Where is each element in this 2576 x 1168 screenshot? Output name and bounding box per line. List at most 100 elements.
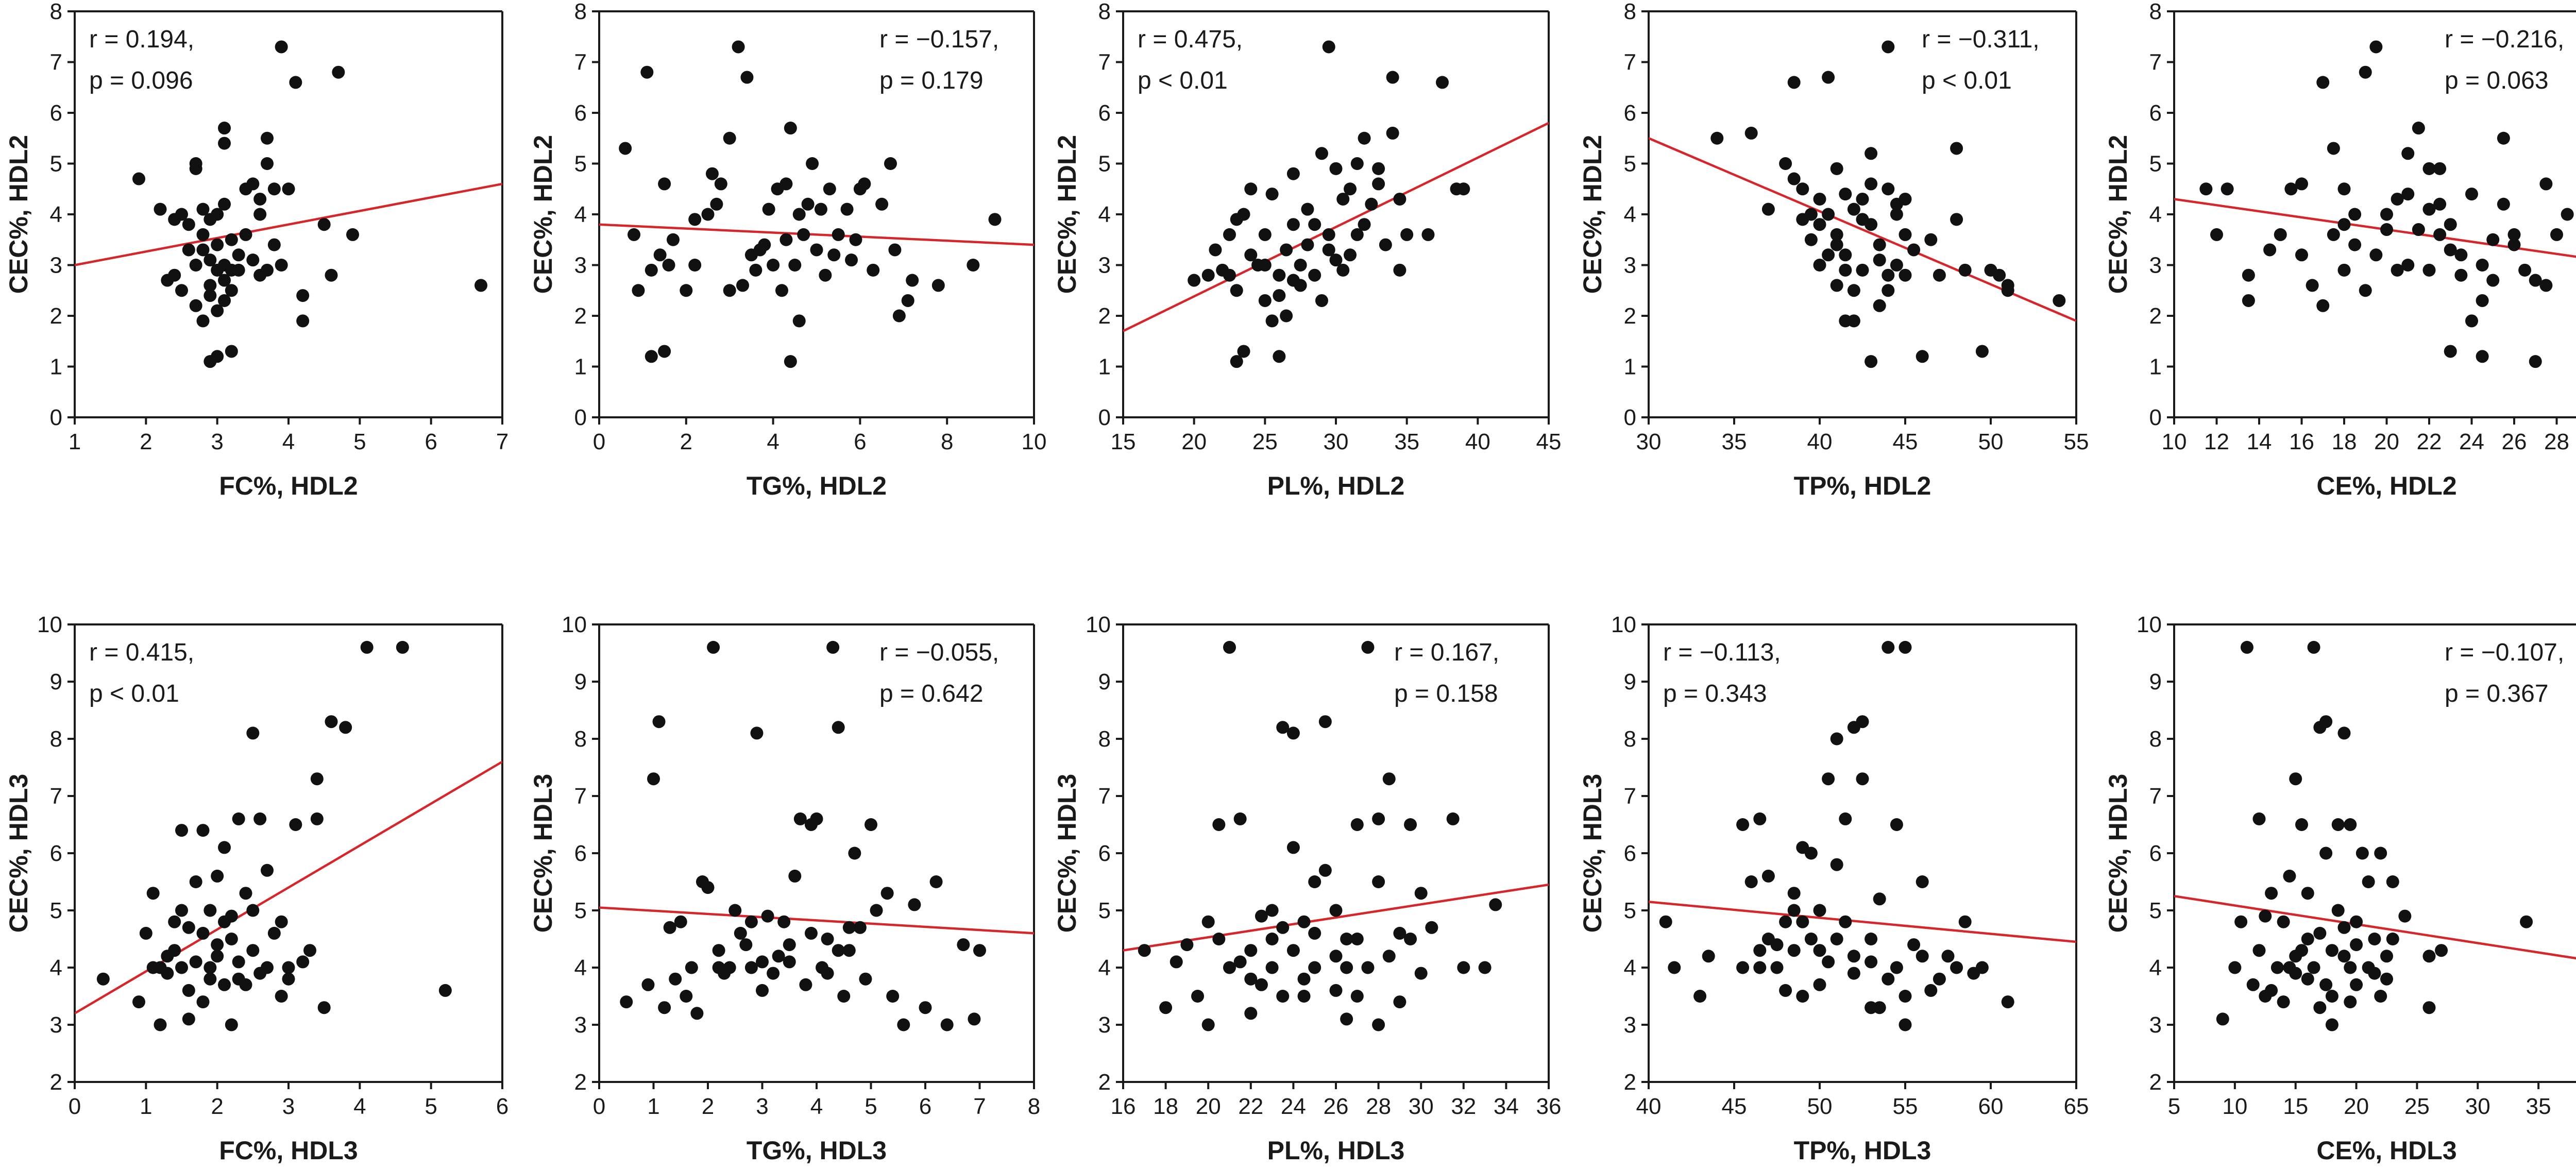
data-point	[2210, 228, 2223, 241]
data-point	[1297, 990, 1311, 1003]
x-tick-label: 36	[1536, 1094, 1562, 1119]
data-point	[810, 243, 823, 257]
data-point	[1212, 933, 1226, 945]
x-tick-label: 35	[1722, 429, 1747, 454]
y-tick-label: 0	[2149, 405, 2162, 430]
y-tick-label: 10	[1086, 612, 1111, 637]
data-point	[1265, 904, 1279, 917]
data-point	[204, 279, 217, 292]
regression-line	[1123, 883, 1549, 952]
data-point	[1280, 309, 1293, 323]
data-point	[919, 1001, 932, 1014]
data-point	[1856, 715, 1869, 729]
x-tick-label: 8	[941, 429, 953, 454]
data-point	[1822, 955, 1835, 969]
data-point	[1950, 142, 1963, 155]
data-point	[218, 978, 231, 991]
data-point	[2374, 990, 2387, 1003]
data-point	[1318, 715, 1332, 729]
data-point	[225, 345, 238, 358]
data-point	[2327, 142, 2340, 155]
data-point	[739, 938, 753, 952]
data-point	[701, 208, 715, 221]
x-tick-label: 7	[496, 429, 509, 454]
data-point	[756, 984, 769, 997]
y-tick-label: 6	[1098, 100, 1111, 126]
data-point	[175, 208, 188, 221]
data-point	[1847, 967, 1860, 980]
data-point	[1830, 732, 1843, 746]
data-point	[196, 228, 210, 241]
y-tick-label: 0	[1624, 405, 1636, 430]
y-tick-label: 5	[574, 151, 587, 177]
data-point	[908, 898, 921, 911]
x-tick-label: 4	[282, 429, 295, 454]
data-point	[1188, 274, 1201, 287]
data-point	[2216, 1012, 2229, 1026]
data-point	[1273, 268, 1286, 282]
x-tick-label: 0	[593, 429, 605, 454]
data-point	[2454, 268, 2468, 282]
data-point	[628, 228, 641, 241]
y-tick-label: 8	[2149, 726, 2162, 752]
data-point	[225, 933, 238, 945]
data-point	[2374, 847, 2387, 860]
data-point	[1340, 1012, 1353, 1026]
x-tick-label: 22	[2417, 429, 2442, 454]
data-point	[211, 869, 224, 883]
data-point	[1322, 40, 1335, 54]
x-tick-label: 10	[2222, 1094, 2247, 1119]
data-point	[1233, 955, 1247, 969]
data-point	[1286, 726, 1300, 740]
data-point	[1244, 972, 1258, 986]
data-point	[2398, 909, 2412, 923]
data-point	[211, 950, 224, 963]
data-point	[275, 915, 288, 928]
data-point	[225, 233, 238, 246]
data-point	[788, 259, 802, 272]
data-point	[360, 640, 374, 654]
y-tick-label: 3	[574, 253, 587, 278]
y-tick-label: 4	[2149, 955, 2162, 980]
data-point	[2380, 972, 2393, 986]
x-tick-label: 28	[2544, 429, 2569, 454]
data-point	[1873, 1001, 1886, 1014]
data-point	[2444, 243, 2457, 257]
data-point	[1787, 76, 1801, 89]
x-tick-label: 22	[1238, 1094, 1263, 1119]
data-point	[2265, 984, 2278, 997]
data-point	[1286, 167, 1300, 180]
y-tick-label: 5	[1624, 898, 1636, 923]
y-tick-label: 2	[574, 303, 587, 329]
y-tick-label: 7	[50, 784, 62, 809]
correlation-p-label: p < 0.01	[1922, 67, 2012, 94]
y-axis-label: CEC%, HDL3	[4, 774, 33, 933]
data-point	[2284, 182, 2298, 196]
data-point	[282, 961, 295, 974]
data-point	[2433, 162, 2447, 175]
data-point	[2337, 218, 2351, 231]
data-point	[1372, 812, 1385, 825]
data-point	[777, 915, 791, 928]
data-point	[669, 972, 682, 986]
data-point	[2319, 715, 2333, 729]
y-axis-label: CEC%, HDL3	[529, 774, 557, 933]
data-point	[1201, 1018, 1215, 1031]
data-point	[1489, 898, 1502, 911]
data-point	[189, 259, 202, 272]
data-point	[680, 990, 693, 1003]
data-point	[2561, 208, 2574, 221]
data-point	[1329, 162, 1343, 175]
data-point	[2433, 197, 2447, 211]
data-point	[218, 122, 231, 135]
data-point	[2550, 228, 2563, 241]
data-point	[732, 40, 745, 54]
x-axis-label: TP%, HDL2	[1794, 471, 1931, 500]
data-point	[2362, 875, 2375, 888]
data-point	[1265, 961, 1279, 974]
y-tick-label: 1	[1098, 354, 1111, 380]
regression-line	[75, 760, 502, 1014]
data-point	[253, 192, 267, 206]
data-point	[1230, 284, 1243, 297]
data-point	[1340, 961, 1353, 974]
